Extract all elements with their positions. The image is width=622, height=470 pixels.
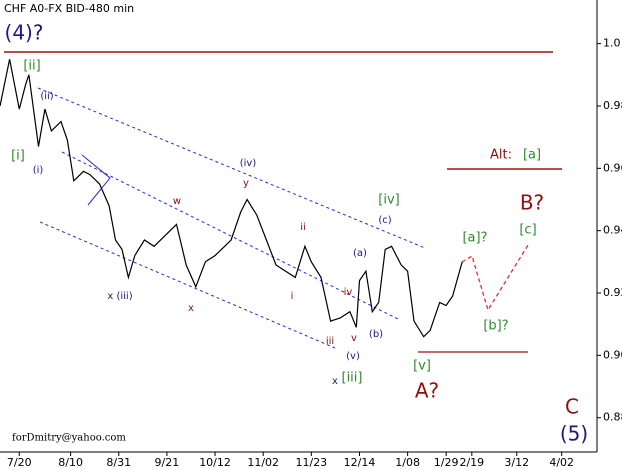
channel-line xyxy=(61,151,401,321)
footer: forDmitry@yahoo.com xyxy=(12,433,126,444)
wave-label: iv xyxy=(344,287,353,298)
y-tick-label: 1.0 xyxy=(603,37,621,50)
wave-label: (5) xyxy=(560,422,588,446)
channel-line xyxy=(37,87,426,249)
wave-label: [ii] xyxy=(23,59,40,74)
wave-lines xyxy=(4,51,562,353)
wave-label: (ii) xyxy=(40,91,53,102)
x-tick-label: 2/19 xyxy=(459,456,484,469)
x-tick-label: 11/02 xyxy=(247,456,279,469)
x-tick-label: 12/14 xyxy=(344,456,376,469)
forecast xyxy=(461,244,529,312)
chart-title: CHF A0-FX BID-480 min xyxy=(4,2,134,15)
wave-label: A? xyxy=(415,379,439,403)
x-tick-label: 7/20 xyxy=(7,456,32,469)
y-tick-label: 0.94 xyxy=(603,224,622,237)
wave-label: (i) xyxy=(33,165,44,176)
x-tick-label: 11/23 xyxy=(295,456,327,469)
wave-label: [c] xyxy=(519,223,536,238)
price-line xyxy=(0,59,463,338)
y-tick-label: 0.90 xyxy=(603,348,622,361)
wave-label: [a] xyxy=(523,148,541,163)
wave-label: i xyxy=(291,291,294,302)
y-tick-label: 0.88 xyxy=(603,411,622,424)
wave-label: (b) xyxy=(369,329,383,340)
wave-label: (v) xyxy=(346,351,360,362)
x-tick-label: 1/29 xyxy=(434,456,459,469)
triangle xyxy=(81,154,111,206)
x-tick-label: 1/08 xyxy=(395,456,420,469)
wave-label: v xyxy=(351,333,357,344)
wave-label: [iii] xyxy=(342,371,363,386)
wave-label: [a]? xyxy=(462,231,487,246)
x-tick-label: 9/21 xyxy=(155,456,180,469)
wave-label: [iv] xyxy=(378,193,399,208)
wave-label: (4)? xyxy=(5,21,44,45)
wave-label: (c) xyxy=(378,215,391,226)
wave-label: [v] xyxy=(413,359,431,374)
wave-label: x xyxy=(332,376,338,387)
x-tick-label: 3/12 xyxy=(504,456,529,469)
x-tick-label: 10/12 xyxy=(199,456,231,469)
wave-label: w xyxy=(173,196,181,207)
x-tick-label: 8/31 xyxy=(106,456,131,469)
x-tick-label: 4/02 xyxy=(549,456,574,469)
wave-label: (iv) xyxy=(240,158,257,169)
wave-label: y xyxy=(243,178,249,189)
wave-label: [b]? xyxy=(483,319,508,334)
y-tick-label: 0.92 xyxy=(603,286,622,299)
wave-label: x (iii) xyxy=(107,291,132,302)
wave-label: C xyxy=(565,395,579,419)
y-tick-label: 0.98 xyxy=(603,99,622,112)
wave-label: iii xyxy=(326,336,334,347)
x-tick-label: 8/10 xyxy=(58,456,83,469)
y-tick-label: 0.96 xyxy=(603,161,622,174)
wave-label: (a) xyxy=(353,248,367,259)
wave-label: ii xyxy=(300,222,306,233)
wave-label: Alt: xyxy=(490,148,512,163)
wave-label: B? xyxy=(520,191,544,215)
wave-label: [i] xyxy=(11,149,25,164)
wave-label: x xyxy=(188,303,194,314)
